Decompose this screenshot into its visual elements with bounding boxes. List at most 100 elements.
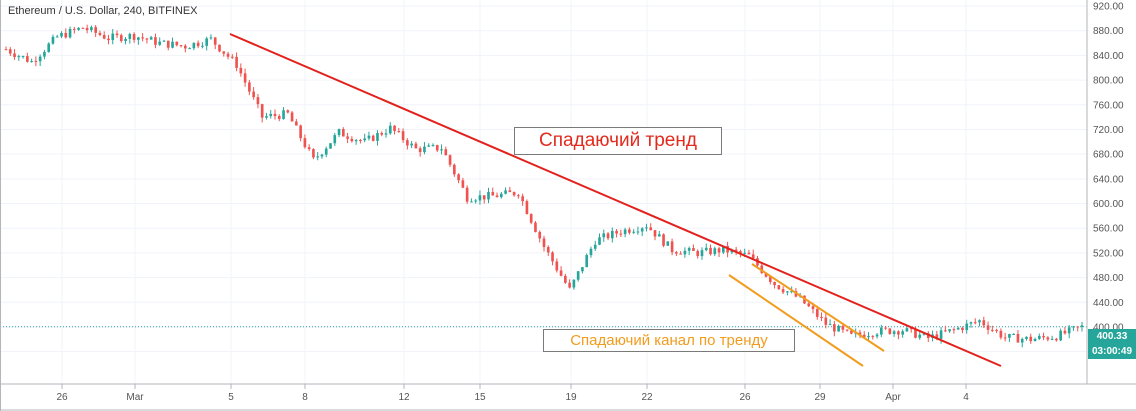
y-tick-label: 640.00 [1093, 174, 1124, 185]
candle [1012, 333, 1016, 335]
candle [905, 327, 909, 333]
x-tick-label: 26 [739, 392, 751, 403]
candle-body [773, 282, 776, 286]
candle [371, 134, 375, 142]
candle-body [286, 110, 290, 113]
candle [64, 28, 68, 39]
candle [30, 58, 33, 63]
candle-body [875, 334, 879, 337]
candle [51, 34, 55, 45]
candle [713, 246, 717, 257]
candle [845, 329, 849, 332]
candle-body [512, 192, 516, 196]
channel-upper-line[interactable] [751, 263, 885, 352]
candle-body [709, 247, 712, 255]
candle-body [1029, 336, 1033, 342]
candle-body [640, 228, 644, 232]
candle [107, 34, 110, 45]
candle [687, 246, 691, 256]
candle-body [43, 51, 46, 57]
candle [521, 193, 524, 206]
candle-body [546, 247, 550, 253]
candle [260, 103, 264, 123]
candle-body [226, 53, 230, 57]
candle-body [13, 53, 16, 57]
candle-body [675, 252, 678, 254]
candle-body [529, 214, 533, 223]
candle-body [414, 143, 418, 149]
trend-annotation[interactable]: Спадаючий тренд [514, 127, 722, 155]
candle [248, 80, 251, 96]
candle [538, 230, 542, 243]
candle-body [815, 309, 819, 317]
candle-body [380, 133, 384, 135]
candle-body [1080, 325, 1084, 328]
candle [470, 198, 473, 203]
candle-body [845, 329, 849, 331]
candle-body [440, 149, 443, 151]
candle [448, 154, 452, 168]
channel-annotation[interactable]: Спадаючий канал по тренду [543, 329, 795, 352]
candle-body [777, 285, 781, 290]
candle [376, 130, 379, 146]
candle-body [1055, 338, 1058, 341]
candle [21, 55, 25, 59]
candle [218, 44, 221, 53]
y-tick-label: 720.00 [1093, 125, 1124, 136]
candle [926, 331, 930, 342]
candle-body [867, 336, 870, 338]
candle [312, 148, 315, 160]
candle-body [162, 40, 166, 42]
candle-body [743, 252, 747, 254]
candle-body [273, 113, 277, 117]
candle-body [470, 201, 473, 203]
candle [256, 93, 260, 109]
candle-body [790, 291, 793, 293]
candle-body [192, 42, 196, 49]
candle-body [158, 41, 162, 45]
downtrend-line[interactable] [229, 33, 1002, 367]
candle [414, 141, 418, 149]
candle [867, 332, 870, 341]
candle-body [307, 147, 311, 150]
candle-body [418, 148, 422, 153]
candle [495, 192, 499, 198]
candle-body [670, 241, 674, 253]
x-tick-label: 8 [302, 392, 308, 403]
candle [457, 173, 460, 184]
candle [602, 229, 606, 242]
candle [205, 36, 209, 51]
candle-body [359, 140, 362, 142]
candle-body [982, 320, 986, 326]
candle-body [944, 330, 947, 332]
candle [115, 30, 119, 38]
channel-lower-line[interactable] [728, 274, 864, 367]
candle [367, 131, 371, 141]
candle [1029, 333, 1033, 344]
candle-body [1003, 337, 1007, 339]
candle [423, 142, 426, 155]
candle-body [179, 45, 183, 47]
candle [581, 267, 584, 274]
candle [380, 131, 384, 137]
candle-body [820, 316, 823, 318]
candle [307, 144, 311, 152]
candle [598, 233, 601, 246]
candle-body [388, 125, 392, 134]
candle [747, 249, 751, 255]
candle-body [431, 145, 435, 147]
candle-body [303, 138, 307, 148]
candle [333, 132, 337, 146]
candle [68, 26, 72, 39]
candle-body [487, 192, 490, 200]
candle-body [653, 230, 657, 237]
candle [34, 56, 38, 67]
candle [329, 143, 332, 149]
candle [124, 36, 127, 45]
candle [978, 319, 981, 327]
x-tick-label: 22 [641, 392, 653, 403]
candle-body [884, 327, 887, 329]
candle [132, 32, 136, 43]
x-tick-label: Apr [885, 392, 901, 403]
